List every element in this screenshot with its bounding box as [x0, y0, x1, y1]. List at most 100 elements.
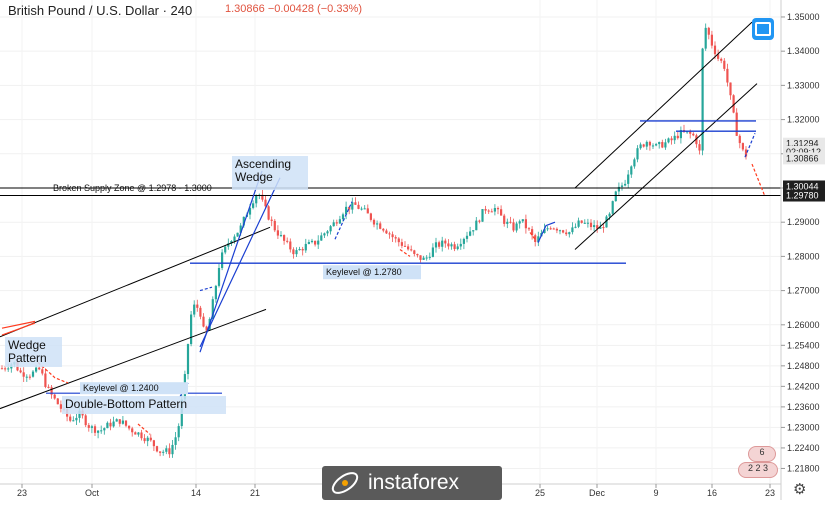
projection-arrow-4: [529, 232, 536, 240]
candle-body: [403, 245, 407, 247]
candle-body: [38, 367, 41, 370]
wedge-pattern-label-bg: [5, 337, 62, 367]
projection-arrow-2: [137, 423, 151, 435]
candle-body: [267, 206, 270, 220]
candle-body: [140, 432, 143, 439]
candle-body: [738, 135, 741, 144]
candle-body: [341, 214, 345, 220]
candle-body: [605, 216, 608, 228]
candle-body: [636, 148, 639, 160]
event-badge-top[interactable]: 6: [748, 446, 776, 462]
candle-body: [59, 404, 62, 409]
candle-body: [580, 220, 583, 223]
candle-body: [292, 249, 295, 255]
candle-body: [577, 220, 580, 227]
candle-body: [456, 246, 459, 250]
candle-body: [56, 398, 59, 405]
candle-body: [186, 344, 190, 375]
candle-body: [379, 223, 382, 229]
keylevel-12400-label: Keylevel @ 1.2400: [83, 383, 159, 393]
y-tick-label: 1.33000: [787, 80, 820, 90]
candle-body: [50, 387, 53, 395]
candle-body: [25, 376, 28, 378]
instrument-title: British Pound / U.S. Dollar · 240: [8, 3, 193, 18]
candle-body: [279, 235, 283, 237]
candle-body: [410, 249, 413, 251]
candle-body: [568, 232, 571, 235]
candle-body: [97, 430, 100, 433]
candle-body: [639, 144, 642, 149]
y-tick-label: 1.29000: [787, 217, 820, 227]
candle-body: [707, 27, 710, 35]
candle-body: [524, 219, 527, 229]
candle-body: [512, 222, 515, 231]
candle-body: [242, 216, 245, 226]
keylevel-12780-bg: [323, 265, 421, 280]
candle-body: [372, 219, 376, 225]
candle-body: [648, 141, 651, 146]
candle-body: [75, 417, 78, 421]
candle-body: [128, 425, 131, 429]
candle-body: [87, 425, 90, 428]
wedge-pattern-label-line: Pattern: [8, 351, 47, 365]
candle-body: [326, 231, 329, 234]
candle-body: [493, 208, 496, 212]
x-tick-label: 23: [17, 488, 27, 498]
candle-body: [664, 142, 667, 148]
y-tick-label: 1.25400: [787, 340, 820, 350]
candle-body: [248, 207, 252, 215]
candle-body: [273, 220, 276, 231]
candle-body: [314, 240, 317, 245]
candle-body: [227, 243, 230, 247]
settings-gear-icon[interactable]: ⚙: [793, 481, 807, 498]
candle-body: [118, 419, 121, 424]
candle-body: [630, 166, 633, 175]
candle-body: [735, 112, 738, 136]
candle-body: [419, 255, 422, 260]
channel-upper-line-1: [0, 226, 271, 338]
candle-body: [233, 236, 236, 241]
wedge-red-lower: [1, 322, 36, 336]
candle-body: [571, 227, 574, 233]
candle-body: [565, 232, 568, 235]
candle-body: [202, 316, 205, 327]
candle-body: [537, 236, 540, 242]
candle-body: [146, 437, 149, 442]
candle-body: [276, 230, 279, 236]
candle-body: [165, 448, 168, 452]
candle-body: [112, 421, 115, 427]
candle-body: [323, 233, 326, 236]
candle-body: [31, 371, 35, 377]
candle-body: [69, 416, 72, 421]
candle-body: [642, 144, 645, 147]
candle-body: [518, 221, 521, 224]
y-tick-label: 1.21800: [787, 463, 820, 473]
candle-body: [369, 213, 372, 220]
candle-body: [270, 219, 273, 221]
price-label: 1.30866: [786, 153, 819, 163]
candle-body: [469, 231, 472, 236]
candle-body: [329, 226, 332, 232]
fullscreen-button[interactable]: [752, 18, 774, 40]
candle-body: [7, 368, 10, 370]
candle-body: [534, 235, 537, 242]
candle-body: [503, 215, 506, 224]
candle-body: [481, 209, 484, 222]
candle-body: [391, 234, 394, 238]
event-badge-bottom[interactable]: 2 2 3: [738, 462, 778, 478]
price-label: 1.29780: [786, 191, 819, 201]
candle-body: [574, 226, 577, 228]
fullscreen-icon: [755, 22, 771, 36]
candle-body: [345, 206, 348, 215]
candle-body: [617, 186, 620, 192]
candle-body: [78, 410, 81, 418]
candle-body: [143, 438, 146, 442]
candle-body: [159, 451, 162, 453]
candle-body: [434, 242, 438, 248]
candle-body: [645, 141, 648, 147]
candle-body: [376, 223, 379, 225]
candle-body: [552, 228, 555, 230]
